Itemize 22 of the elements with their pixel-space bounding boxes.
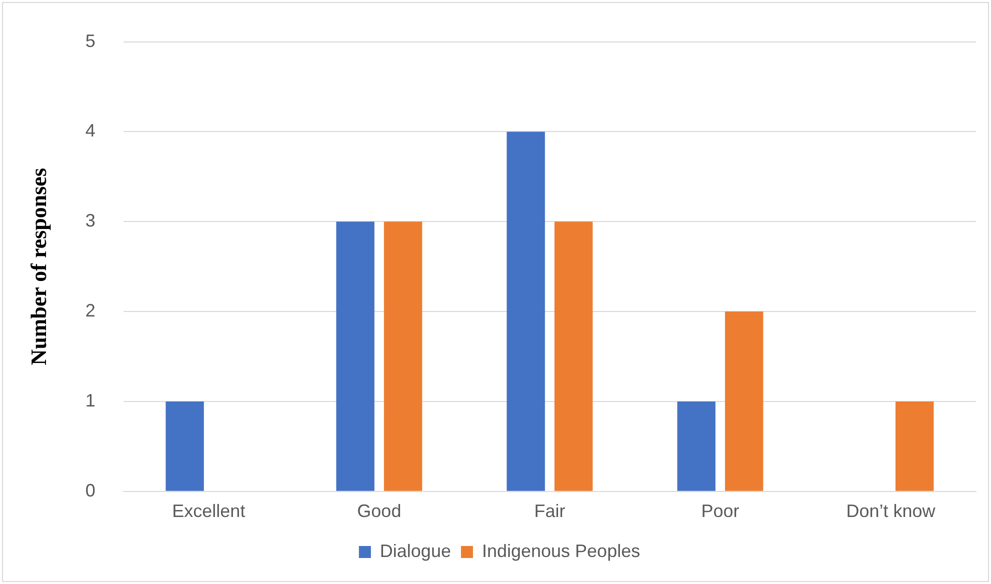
x-tick-label: Fair (534, 501, 566, 522)
bar (725, 312, 764, 491)
x-tick-label: Don’t know (846, 501, 936, 522)
bar (554, 222, 593, 491)
y-tick-label: 5 (85, 30, 96, 51)
bar (506, 132, 545, 491)
legend-label: Indigenous Peoples (482, 540, 640, 561)
bar (384, 222, 422, 491)
y-tick-label: 4 (85, 120, 96, 141)
bar (166, 401, 204, 491)
y-tick-label: 0 (85, 480, 96, 500)
x-tick-label: Excellent (172, 501, 246, 522)
bar (896, 401, 934, 491)
y-axis-title: Number of responses (26, 168, 51, 366)
y-tick-label: 1 (85, 390, 96, 410)
y-tick-label: 2 (85, 300, 96, 321)
x-tick-label: Poor (701, 501, 740, 522)
y-tick-label: 3 (85, 210, 96, 231)
legend-label: Dialogue (380, 540, 451, 561)
bar (677, 401, 716, 491)
x-tick-label: Good (357, 501, 402, 522)
bar (336, 222, 374, 491)
